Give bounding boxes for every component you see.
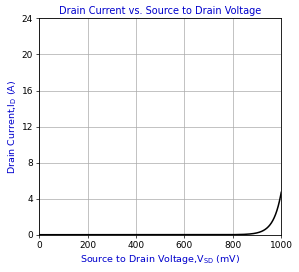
Title: Drain Current vs. Source to Drain Voltage: Drain Current vs. Source to Drain Voltag… [59,6,261,16]
X-axis label: Source to Drain Voltage,$\mathregular{V_{SD}}$ (mV): Source to Drain Voltage,$\mathregular{V_… [80,253,240,266]
Y-axis label: Drain Current,$\mathregular{I_{D}}$ (A): Drain Current,$\mathregular{I_{D}}$ (A) [6,79,19,174]
